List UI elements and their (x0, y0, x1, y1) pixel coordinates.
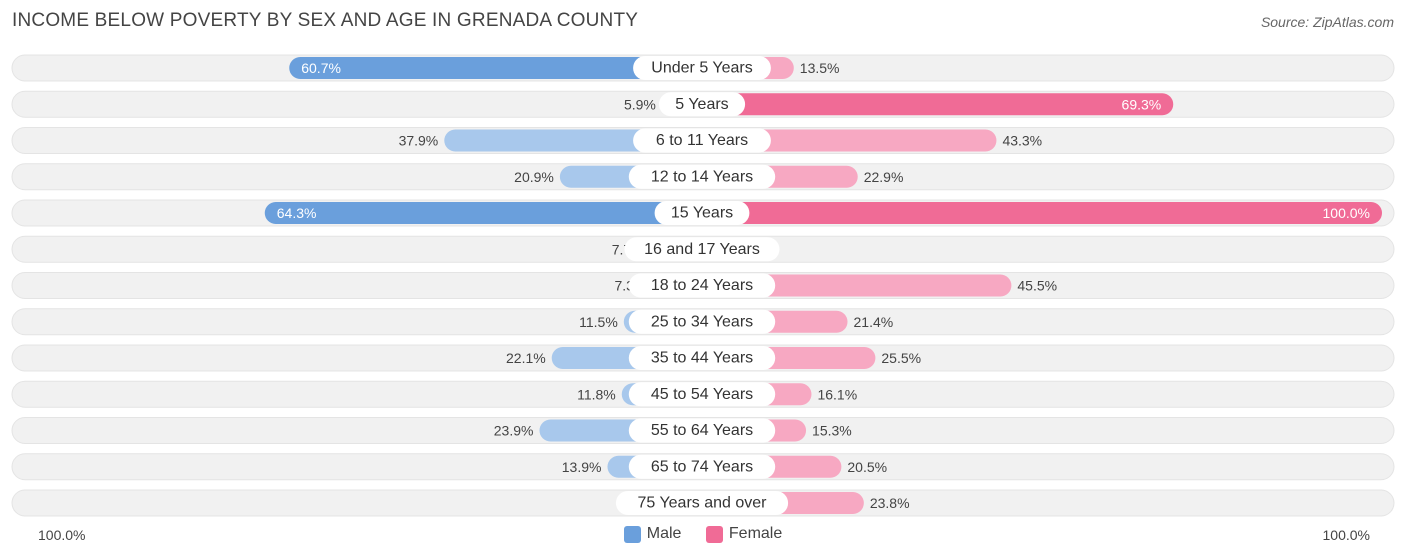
value-label-female: 25.5% (881, 350, 921, 366)
category-label: 5 Years (675, 96, 728, 113)
bar-female (702, 129, 997, 152)
value-label-male: 5.9% (624, 96, 656, 112)
value-label-female: 45.5% (1017, 278, 1057, 294)
value-label-female: 100.0% (1323, 205, 1370, 221)
category-label: 25 to 34 Years (651, 313, 753, 330)
category-pill (628, 309, 776, 334)
axis-left-label: 100.0% (38, 527, 86, 543)
legend-swatch-female (705, 525, 723, 543)
bar-female (702, 202, 1382, 224)
category-label: 35 to 44 Years (651, 350, 753, 367)
category-pill (628, 273, 776, 298)
category-pill (654, 201, 750, 225)
bar-male (289, 57, 702, 79)
value-label-male: 13.9% (562, 459, 602, 475)
category-pill (628, 418, 776, 443)
category-pill (624, 237, 780, 262)
category-label: 16 and 17 Years (644, 241, 760, 258)
legend-item-female: Female (705, 525, 783, 543)
value-label-male: 11.5% (579, 314, 618, 330)
bar-male (264, 202, 702, 224)
category-pill (658, 92, 746, 117)
legend: Male Female (0, 525, 1406, 548)
category-label: 45 to 54 Years (651, 386, 753, 403)
value-label-male: 23.9% (494, 423, 534, 439)
value-label-male: 37.9% (399, 133, 439, 149)
value-label-female: 13.5% (800, 60, 840, 76)
value-label-female: 43.3% (1002, 133, 1042, 149)
bar-female (702, 93, 1174, 116)
axis-right-label: 100.0% (1322, 527, 1370, 543)
value-label-male: 22.1% (506, 350, 546, 366)
category-pill (628, 164, 776, 189)
value-label-female: 16.1% (817, 386, 857, 402)
value-label-male: 64.3% (277, 205, 317, 221)
category-pill (633, 56, 771, 80)
legend-swatch-male (623, 525, 641, 543)
legend-label-male: Male (646, 525, 682, 542)
value-label-female: 22.9% (864, 169, 904, 185)
value-label-female: 15.3% (812, 423, 852, 439)
value-label-male: 20.9% (514, 169, 554, 185)
value-label-female: 69.3% (1122, 96, 1162, 112)
legend-label-female: Female (728, 525, 783, 542)
chart-title: INCOME BELOW POVERTY BY SEX AND AGE IN G… (12, 10, 639, 31)
category-label: 12 to 14 Years (651, 168, 753, 185)
category-pill (628, 382, 776, 407)
category-label: 6 to 11 Years (656, 132, 748, 149)
category-pill (633, 128, 771, 153)
category-label: 18 to 24 Years (651, 277, 753, 294)
category-pill (615, 491, 789, 515)
value-label-female: 21.4% (854, 314, 894, 330)
category-pill (628, 346, 776, 370)
category-label: 75 Years and over (638, 495, 768, 512)
category-pill (628, 454, 776, 479)
category-label: 15 Years (671, 205, 733, 222)
value-label-male: 60.7% (301, 60, 341, 76)
bar-female (702, 274, 1012, 297)
value-label-female: 23.8% (870, 495, 910, 511)
legend-item-male: Male (623, 525, 682, 543)
category-label: 65 to 74 Years (651, 458, 753, 475)
category-label: Under 5 Years (651, 60, 752, 77)
value-label-female: 20.5% (847, 459, 887, 475)
chart-source: Source: ZipAtlas.com (1260, 14, 1394, 30)
category-label: 55 to 64 Years (651, 422, 753, 439)
value-label-male: 11.8% (577, 386, 616, 402)
